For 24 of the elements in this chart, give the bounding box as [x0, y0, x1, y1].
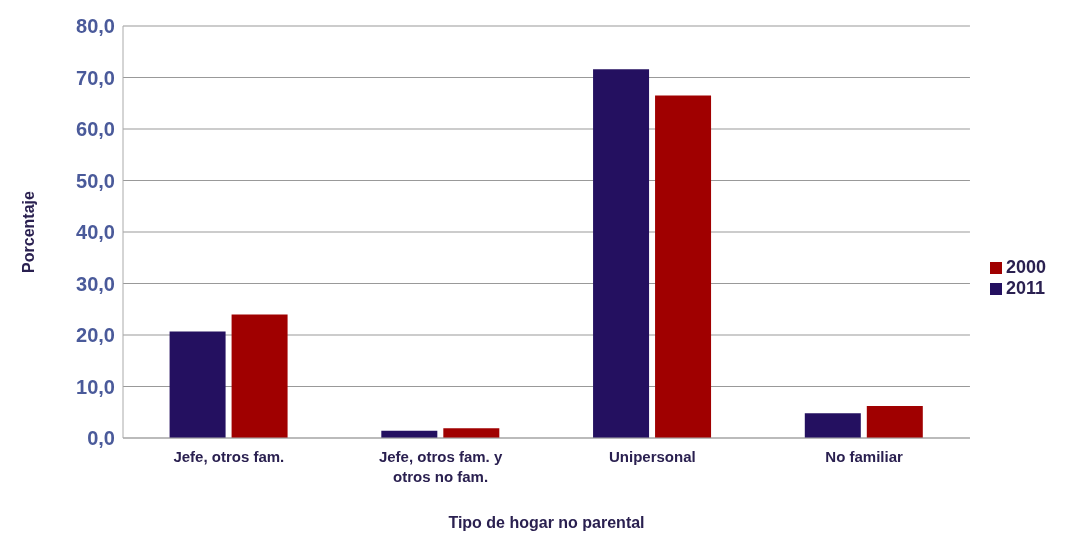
bar: [169, 331, 226, 438]
y-tick-label: 80,0: [76, 15, 115, 38]
bar: [593, 69, 650, 438]
bar: [866, 406, 923, 438]
y-axis-title: Porcentaje: [19, 190, 37, 273]
bar: [655, 95, 712, 438]
legend-label: 2000: [1005, 257, 1046, 277]
y-tick-label: 60,0: [76, 118, 115, 141]
y-tick-label: 40,0: [76, 221, 115, 244]
y-tick-label: 30,0: [76, 272, 115, 295]
x-tick-label: Jefe, otros fam.: [173, 448, 285, 465]
y-tick-label: 10,0: [76, 375, 115, 398]
x-tick-label: Jefe, otros fam. y otros no fam.: [378, 448, 503, 485]
x-tick-label: No familiar: [825, 448, 903, 465]
y-tick-label: 50,0: [76, 169, 115, 192]
y-tick-label: 20,0: [76, 324, 115, 347]
bar: [231, 314, 288, 438]
legend-label: 2011: [1005, 278, 1046, 298]
bar: [804, 413, 861, 438]
x-tick-label: Unipersonal: [609, 448, 696, 465]
bar: [443, 428, 500, 438]
y-tick-label: 70,0: [76, 66, 115, 89]
y-tick-label: 0,0: [87, 427, 115, 450]
x-axis-title: Tipo de hogar no parental: [448, 514, 645, 531]
